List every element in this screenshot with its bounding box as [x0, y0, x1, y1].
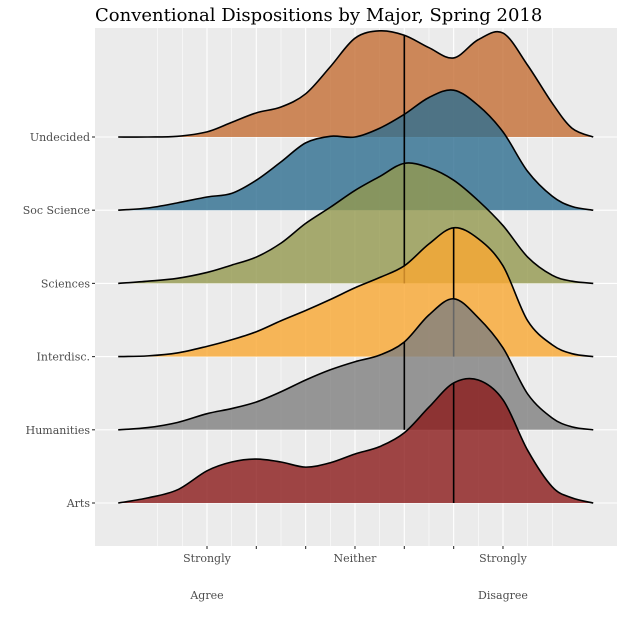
y-tick-label: Humanities — [26, 424, 91, 437]
density-outline — [118, 89, 594, 211]
x-tick-label: Strongly — [479, 552, 527, 565]
y-tick-label: Soc Science — [23, 204, 90, 217]
y-tick-label: Sciences — [41, 277, 90, 290]
y-tick-label: Undecided — [30, 131, 90, 144]
density-outline — [118, 226, 594, 358]
chart-title: Conventional Dispositions by Major, Spri… — [95, 5, 542, 26]
y-tick-label: Arts — [66, 497, 91, 510]
density-outline — [118, 162, 594, 285]
density-area — [118, 89, 594, 211]
y-tick-label: Interdisc. — [37, 351, 90, 364]
x-tick-label: Disagree — [478, 589, 528, 602]
density-area — [118, 378, 594, 503]
y-axis: Arts Humanities Interdisc. Sciences Soc Scie… — [23, 131, 95, 510]
density-outline — [118, 377, 594, 504]
x-tick-label: Neither — [334, 552, 378, 565]
x-tick-label: Agree — [189, 589, 223, 602]
density-outline — [118, 29, 594, 138]
x-axis: Strongly Agree Neither Strongly Disagree — [183, 546, 528, 602]
ridge-arts — [118, 377, 594, 504]
density-outline — [118, 297, 594, 431]
ridges — [118, 29, 594, 504]
x-tick-label: Strongly — [183, 552, 231, 565]
